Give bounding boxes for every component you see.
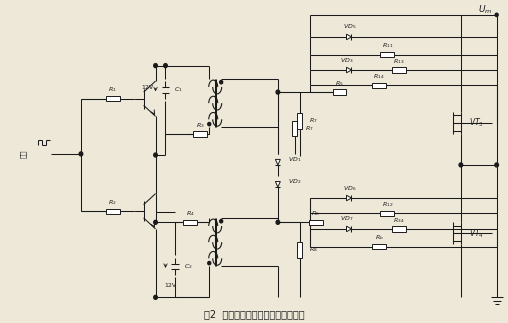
Circle shape bbox=[495, 163, 498, 167]
Text: $VD_6$: $VD_6$ bbox=[343, 184, 356, 193]
Circle shape bbox=[276, 220, 280, 224]
Circle shape bbox=[459, 163, 463, 167]
Text: 脉冲: 脉冲 bbox=[20, 150, 26, 158]
Text: $R_{14}$: $R_{14}$ bbox=[373, 72, 385, 81]
Text: $R_3$: $R_3$ bbox=[196, 121, 205, 130]
Text: $R_1$: $R_1$ bbox=[108, 86, 117, 94]
Bar bbox=[106, 96, 120, 101]
Text: $R_{13}$: $R_{13}$ bbox=[394, 57, 405, 66]
Bar bbox=[194, 131, 207, 137]
Text: $R_4$: $R_4$ bbox=[186, 209, 195, 218]
Text: $R_{12}$: $R_{12}$ bbox=[382, 200, 393, 209]
Text: $R_7$: $R_7$ bbox=[309, 116, 318, 125]
Bar bbox=[297, 113, 302, 129]
Polygon shape bbox=[346, 226, 352, 232]
Text: $R_2$: $R_2$ bbox=[108, 198, 117, 207]
Text: $R_{34}$: $R_{34}$ bbox=[393, 216, 405, 224]
Bar bbox=[380, 211, 394, 216]
Bar bbox=[392, 226, 406, 232]
Text: 图2  正激式不对称半桥隔离驱动电路: 图2 正激式不对称半桥隔离驱动电路 bbox=[204, 309, 304, 319]
Circle shape bbox=[276, 90, 280, 94]
Text: $VD_2$: $VD_2$ bbox=[288, 177, 301, 186]
Circle shape bbox=[164, 64, 167, 68]
Text: $U_m$: $U_m$ bbox=[479, 3, 493, 16]
Circle shape bbox=[208, 122, 211, 126]
Circle shape bbox=[154, 64, 157, 68]
Text: $C_2$: $C_2$ bbox=[184, 262, 193, 271]
Polygon shape bbox=[275, 160, 280, 165]
Text: $VD_3$: $VD_3$ bbox=[340, 56, 353, 65]
Circle shape bbox=[219, 220, 223, 223]
Circle shape bbox=[219, 80, 223, 84]
Text: $R_8$: $R_8$ bbox=[309, 245, 318, 254]
Bar bbox=[333, 89, 346, 95]
Polygon shape bbox=[275, 182, 280, 187]
Text: $VD_7$: $VD_7$ bbox=[340, 214, 353, 224]
Text: $VD_1$: $VD_1$ bbox=[288, 155, 301, 164]
Circle shape bbox=[154, 295, 157, 299]
Text: $R_5$: $R_5$ bbox=[335, 79, 344, 88]
Text: $VT_3$: $VT_3$ bbox=[469, 117, 484, 129]
Text: $R_{b}$: $R_{b}$ bbox=[375, 233, 384, 242]
Bar bbox=[392, 67, 406, 73]
Bar bbox=[309, 220, 323, 225]
Text: $VT_4$: $VT_4$ bbox=[469, 227, 484, 240]
Text: $C_1$: $C_1$ bbox=[174, 86, 183, 94]
Polygon shape bbox=[346, 34, 352, 40]
Text: 12V: 12V bbox=[142, 85, 153, 90]
Circle shape bbox=[154, 220, 157, 224]
Bar bbox=[183, 220, 197, 225]
Bar bbox=[297, 242, 302, 258]
Bar bbox=[372, 244, 386, 249]
Circle shape bbox=[495, 13, 498, 16]
Text: 12V: 12V bbox=[165, 283, 176, 288]
Circle shape bbox=[79, 152, 83, 156]
Polygon shape bbox=[346, 195, 352, 201]
Circle shape bbox=[154, 153, 157, 157]
Bar bbox=[372, 83, 386, 88]
Bar bbox=[292, 121, 297, 136]
Bar bbox=[106, 209, 120, 214]
Text: $R_7$: $R_7$ bbox=[305, 124, 313, 133]
Text: $VD_5$: $VD_5$ bbox=[343, 23, 356, 31]
Polygon shape bbox=[346, 67, 352, 73]
Bar bbox=[380, 52, 394, 57]
Text: $R_{11}$: $R_{11}$ bbox=[382, 41, 393, 50]
Text: $R_6$: $R_6$ bbox=[311, 209, 320, 218]
Circle shape bbox=[208, 262, 211, 265]
